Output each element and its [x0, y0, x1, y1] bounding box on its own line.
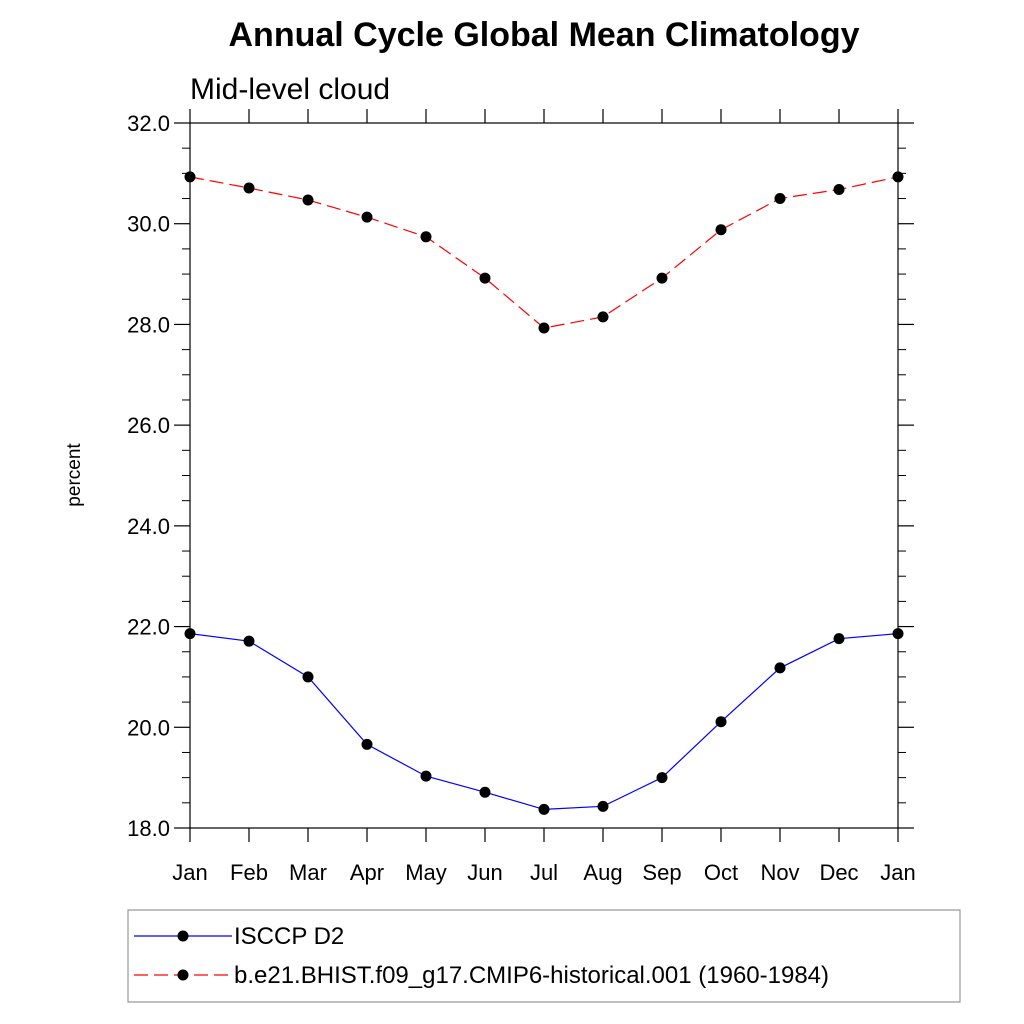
x-tick-label: Jan [880, 860, 915, 885]
y-tick-label: 26.0 [127, 413, 170, 438]
legend-marker-1 [177, 969, 189, 981]
data-point-series-0 [833, 633, 845, 645]
data-point-series-1 [597, 311, 609, 323]
legend: ISCCP D2 b.e21.BHIST.f09_g17.CMIP6-histor… [134, 923, 829, 989]
axes: 18.0 20.0 22.0 24.0 26.0 28.0 30.0 32.0 Jan Feb Ma… [127, 109, 916, 885]
data-point-series-0 [184, 628, 196, 640]
plot-frame [189, 122, 899, 829]
data-point-series-1 [715, 224, 727, 236]
data-point-series-0 [420, 770, 432, 782]
x-tick-label: Jan [172, 860, 207, 885]
data-point-series-0 [302, 671, 314, 683]
legend-label-1: b.e21.BHIST.f09_g17.CMIP6-historical.001… [234, 962, 829, 989]
data-point-series-1 [184, 171, 196, 183]
y-tick-label: 28.0 [127, 312, 170, 337]
chart-title: Annual Cycle Global Mean Climatology [229, 16, 860, 54]
y-tick-label: 24.0 [127, 514, 170, 539]
x-tick-label: Sep [642, 860, 681, 885]
series-line-1 [189, 176, 899, 329]
x-tick-label: Dec [819, 860, 858, 885]
data-point-series-0 [892, 628, 904, 640]
data-point-series-0 [243, 635, 255, 647]
data-point-series-1 [833, 183, 845, 195]
data-point-series-1 [892, 171, 904, 183]
data-point-series-0 [538, 803, 550, 815]
data-point-series-1 [361, 211, 373, 223]
x-tick-label: Jul [530, 860, 558, 885]
x-tick-label: Jun [467, 860, 502, 885]
x-tick-label: Nov [760, 860, 799, 885]
data-point-series-1 [243, 182, 255, 194]
data-point-series-1 [302, 194, 314, 206]
data-point-series-1 [479, 272, 491, 284]
x-tick-label: Feb [230, 860, 268, 885]
series-layer [184, 171, 904, 815]
data-point-series-1 [774, 193, 786, 205]
x-tick-label: Apr [350, 860, 384, 885]
y-tick-label: 18.0 [127, 816, 170, 841]
x-tick-label: May [405, 860, 447, 885]
data-point-series-0 [774, 662, 786, 674]
x-tick-label: Mar [289, 860, 327, 885]
data-point-series-1 [420, 231, 432, 243]
y-axis-label: percent [64, 443, 85, 507]
legend-label-0: ISCCP D2 [234, 923, 344, 950]
legend-marker-0 [177, 930, 189, 942]
data-point-series-0 [715, 716, 727, 728]
y-tick-label: 20.0 [127, 715, 170, 740]
data-point-series-0 [656, 772, 668, 784]
x-tick-label: Oct [704, 860, 738, 885]
data-point-series-1 [656, 272, 668, 284]
y-tick-label: 30.0 [127, 212, 170, 237]
data-point-series-0 [479, 786, 491, 798]
x-tick-label: Aug [583, 860, 622, 885]
legend-box [127, 909, 961, 1003]
y-tick-label: 32.0 [127, 111, 170, 136]
series-line-0 [189, 633, 899, 811]
y-tick-label: 22.0 [127, 615, 170, 640]
chart-subtitle: Mid-level cloud [190, 73, 390, 106]
data-point-series-0 [361, 738, 373, 750]
data-point-series-0 [597, 800, 609, 812]
data-point-series-1 [538, 322, 550, 334]
